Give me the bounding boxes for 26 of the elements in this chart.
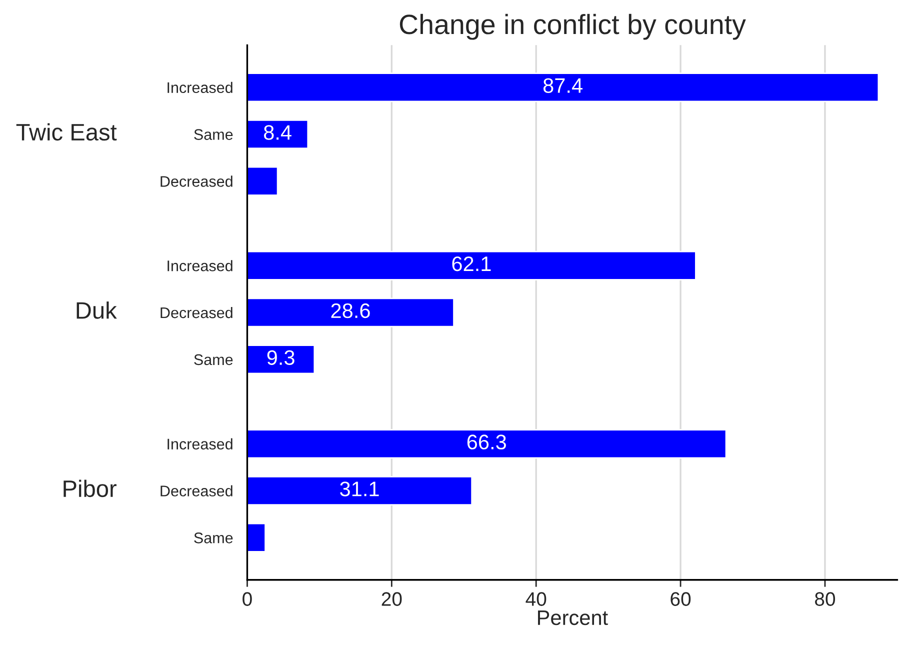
x-tick-label: 40	[526, 592, 546, 606]
text: Pibor	[64, 480, 116, 498]
text: Duk	[76, 301, 117, 319]
chart-title: Change in conflict by county	[400, 14, 746, 40]
x-tick-label: 60	[670, 592, 691, 606]
data-label: 66.3	[467, 434, 506, 450]
x-axis-title: Percent	[538, 610, 608, 626]
y-tick-label: Same	[194, 354, 233, 366]
y-tick-label: Decreased	[160, 176, 232, 187]
data-label: 8.4	[264, 125, 292, 140]
data-label: 87.4	[543, 78, 582, 93]
x-tick-label: 0	[242, 592, 252, 606]
data-label: 62.1	[452, 256, 491, 272]
y-tick-label: Increased	[168, 82, 232, 94]
data-label: 31.1	[340, 482, 379, 496]
data-label: 28.6	[331, 303, 370, 318]
y-tick-label: Same	[194, 129, 233, 140]
text: Twic East	[16, 123, 117, 141]
x-tick-label: 20	[382, 592, 402, 606]
y-tick-label: Increased	[168, 438, 232, 450]
x-tick-label: 80	[815, 592, 836, 606]
y-tick-label: Decreased	[160, 306, 232, 318]
y-tick-label: Decreased	[160, 485, 232, 496]
y-tick-label: Increased	[168, 260, 232, 272]
data-label: 9.3	[267, 350, 294, 365]
y-tick-label: Same	[194, 532, 233, 544]
